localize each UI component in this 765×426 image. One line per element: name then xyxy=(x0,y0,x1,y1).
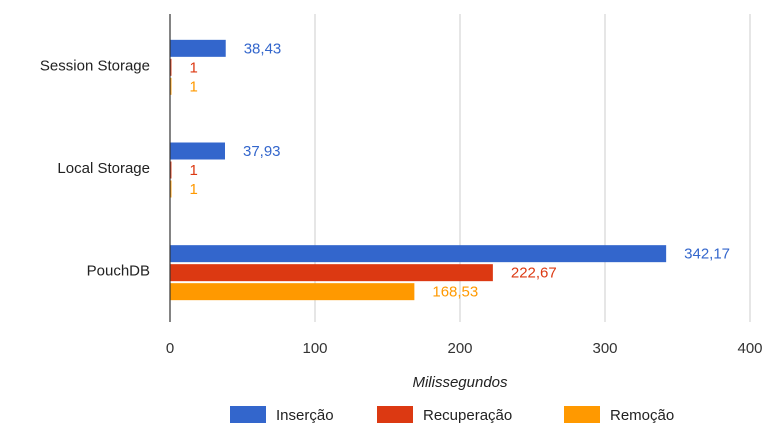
bar-2-0 xyxy=(170,77,172,95)
x-tick-label-200: 200 xyxy=(447,340,472,357)
data-label-2-2: 168,53 xyxy=(432,284,478,301)
data-label-0-2: 342,17 xyxy=(684,246,730,263)
data-label-0-0: 38,43 xyxy=(244,40,282,57)
data-label-2-1: 1 xyxy=(189,181,197,198)
legend-label-1: Recuperação xyxy=(423,407,512,424)
bar-1-2 xyxy=(170,264,493,282)
data-label-0-1: 37,93 xyxy=(243,143,281,160)
x-tick-label-400: 400 xyxy=(737,340,762,357)
data-label-1-1: 1 xyxy=(189,162,197,179)
data-label-1-2: 222,67 xyxy=(511,265,557,282)
legend-swatch-0 xyxy=(230,406,266,423)
bar-1-0 xyxy=(170,58,172,76)
data-label-1-0: 1 xyxy=(189,59,197,76)
bar-0-2 xyxy=(170,245,667,263)
bar-2-1 xyxy=(170,180,172,198)
x-axis-title: Milissegundos xyxy=(412,374,508,391)
category-label-0: Session Storage xyxy=(40,57,150,74)
data-label-2-0: 1 xyxy=(189,78,197,95)
bar-2-2 xyxy=(170,283,415,301)
bar-0-0 xyxy=(170,39,226,57)
x-tick-label-0: 0 xyxy=(166,340,174,357)
category-label-1: Local Storage xyxy=(57,160,150,177)
legend-label-2: Remoção xyxy=(610,407,674,424)
legend-swatch-2 xyxy=(564,406,600,423)
x-tick-label-300: 300 xyxy=(592,340,617,357)
bar-0-1 xyxy=(170,142,225,160)
x-tick-label-100: 100 xyxy=(302,340,327,357)
category-label-2: PouchDB xyxy=(87,263,150,280)
bar-1-1 xyxy=(170,161,172,179)
legend-swatch-1 xyxy=(377,406,413,423)
legend-label-0: Inserção xyxy=(276,407,334,424)
